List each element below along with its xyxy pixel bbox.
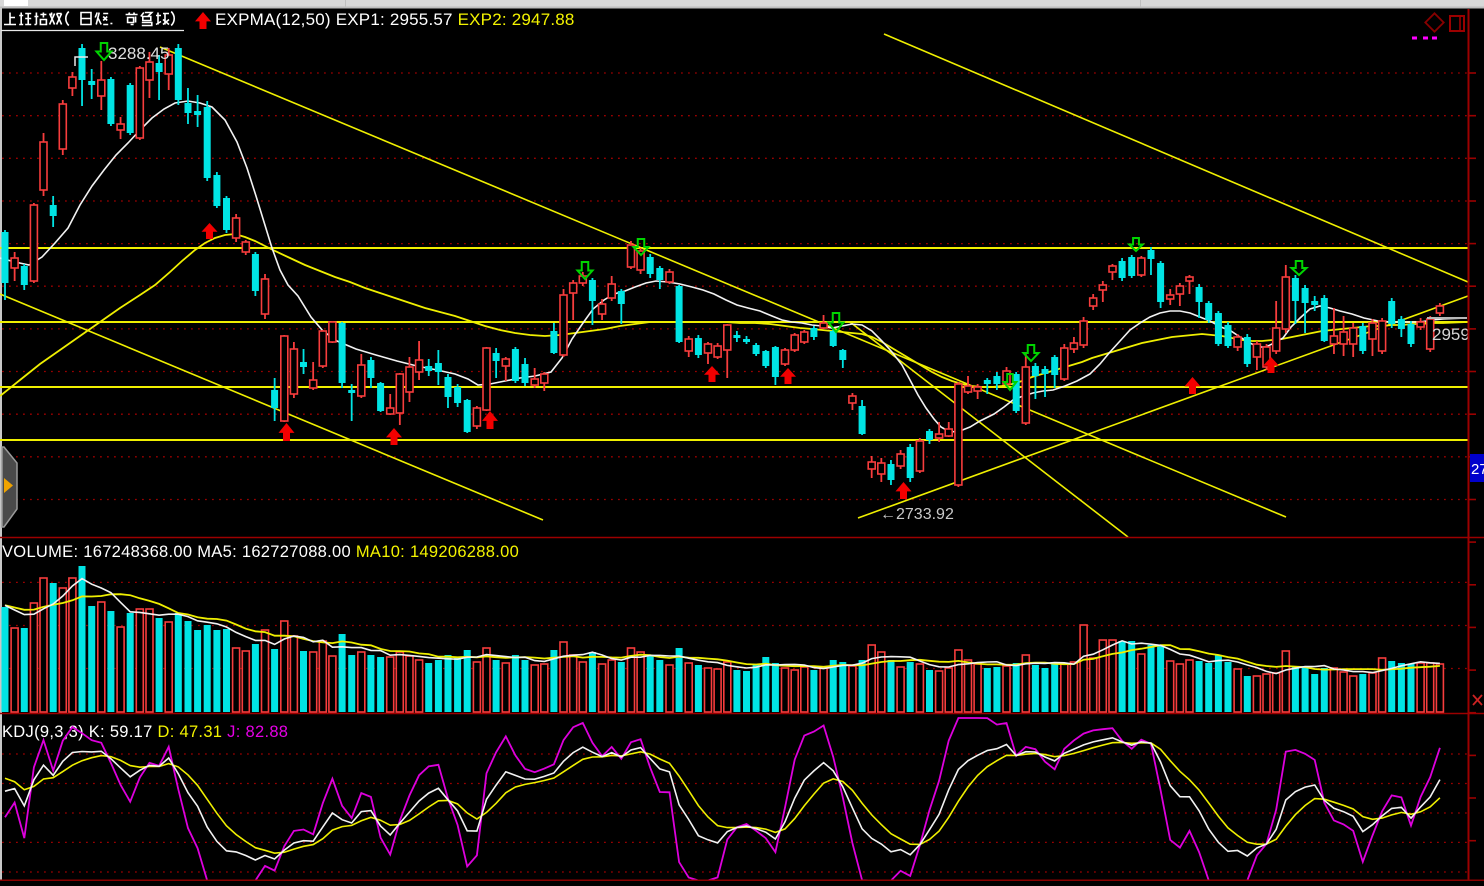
- svg-text:KDJ(9,3,3) K: 59.17 D: 47.31: KDJ(9,3,3) K: 59.17 D: 47.31 J: 82.88: [2, 723, 288, 741]
- svg-text:EXPMA(12,50) EXP1: 2955.57 E: EXPMA(12,50) EXP1: 2955.57 EXP2: 2947.88: [215, 10, 575, 29]
- svg-text:3288.45: 3288.45: [108, 44, 169, 63]
- svg-text:27: 27: [1471, 461, 1484, 478]
- svg-text:2959: 2959: [1432, 325, 1470, 344]
- svg-text:VOLUME: 167248368.00 MA5: 162: VOLUME: 167248368.00 MA5: 162727088.00 M…: [2, 543, 519, 561]
- svg-text:←2733.92: ←2733.92: [880, 506, 954, 523]
